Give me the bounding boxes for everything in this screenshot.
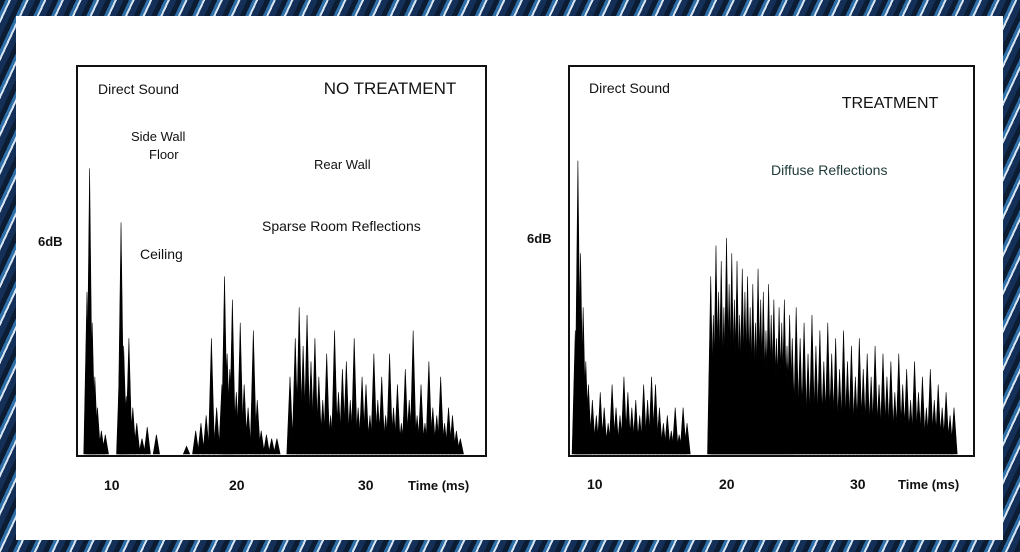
chart-right-ylabel: 6dB bbox=[527, 231, 552, 246]
reflection-spike bbox=[133, 423, 141, 455]
reflection-spike bbox=[895, 353, 903, 455]
chart-right-tick-10: 10 bbox=[587, 476, 603, 492]
reflection-spike bbox=[253, 399, 261, 455]
reflection-spike bbox=[950, 407, 958, 455]
reflection-spike bbox=[236, 322, 244, 455]
annotation-ceiling: Ceiling bbox=[140, 246, 183, 262]
reflection-spike bbox=[887, 361, 895, 455]
annotation-rear-wall: Rear Wall bbox=[314, 157, 371, 172]
reflection-spike bbox=[386, 353, 394, 455]
reflection-spike bbox=[202, 415, 210, 455]
reflection-spike bbox=[125, 338, 133, 455]
reflection-spike bbox=[437, 376, 445, 455]
chart-right-bars bbox=[571, 160, 958, 455]
chart-left-ylabel: 6dB bbox=[38, 234, 63, 249]
reflection-spike bbox=[871, 345, 879, 455]
reflection-spike bbox=[192, 430, 200, 455]
reflection-spike bbox=[362, 384, 370, 455]
reflection-spike bbox=[425, 361, 433, 455]
reflection-spike bbox=[152, 434, 160, 455]
reflection-spike bbox=[249, 330, 257, 455]
reflection-spike bbox=[409, 330, 417, 455]
reflection-spike bbox=[213, 407, 221, 455]
reflection-spike bbox=[197, 423, 205, 455]
reflection-spike bbox=[93, 407, 101, 455]
reflection-spike bbox=[257, 430, 265, 455]
annotation-floor: Floor bbox=[149, 147, 179, 162]
annotation-sparse-room-reflections: Sparse Room Reflections bbox=[262, 218, 421, 234]
reflection-spike bbox=[671, 407, 679, 455]
reflection-spike bbox=[228, 299, 236, 455]
reflection-spike bbox=[129, 407, 137, 455]
reflection-spike bbox=[903, 369, 911, 455]
chart-left-tick-10: 10 bbox=[104, 477, 120, 493]
reflection-spike bbox=[417, 384, 425, 455]
reflection-spike bbox=[452, 430, 460, 455]
reflection-spike bbox=[911, 361, 919, 455]
reflection-spike bbox=[683, 423, 691, 455]
chart-right-tick-20: 20 bbox=[719, 476, 735, 492]
chart-left-bars bbox=[83, 168, 464, 455]
reflection-spike bbox=[240, 384, 248, 455]
chart-left-tick-30: 30 bbox=[358, 477, 374, 493]
annotation-diffuse-reflections: Diffuse Reflections bbox=[771, 162, 887, 178]
annotation-direct-sound-left: Direct Sound bbox=[98, 81, 179, 97]
chart-right: TREATMENT 6dB Time (ms) 10 20 30 Direct … bbox=[527, 65, 975, 492]
chart-right-tick-30: 30 bbox=[850, 476, 866, 492]
reflection-spike bbox=[342, 361, 350, 455]
reflection-spike bbox=[926, 369, 934, 455]
chart-left-title: NO TREATMENT bbox=[324, 79, 457, 98]
reflection-spike bbox=[600, 407, 608, 455]
reflection-spike bbox=[608, 384, 616, 455]
reflection-spike bbox=[393, 384, 401, 455]
reflection-spike bbox=[370, 353, 378, 455]
chart-left-xlabel: Time (ms) bbox=[408, 478, 469, 493]
reflection-spike bbox=[268, 438, 276, 455]
reflection-spike bbox=[323, 353, 331, 455]
reflection-spike bbox=[182, 445, 191, 455]
reflection-spike bbox=[378, 376, 386, 455]
reflection-spike bbox=[942, 392, 950, 455]
reflection-spike bbox=[262, 434, 270, 455]
reflection-spike bbox=[101, 434, 109, 455]
reflection-spike bbox=[286, 376, 294, 455]
reflection-spike bbox=[448, 415, 456, 455]
reflection-spike bbox=[651, 384, 660, 455]
reflection-spike bbox=[679, 407, 687, 455]
reflection-spike bbox=[918, 376, 926, 455]
chart-right-title: TREATMENT bbox=[842, 95, 939, 112]
reflection-spike bbox=[663, 415, 671, 455]
reflection-spike bbox=[401, 369, 409, 455]
reflection-spike bbox=[934, 384, 942, 455]
reflection-spike bbox=[350, 338, 358, 455]
chart-left-tick-20: 20 bbox=[229, 477, 245, 493]
reflection-spike bbox=[138, 438, 146, 455]
chart-left: NO TREATMENT 6dB Time (ms) 10 20 30 Dire… bbox=[38, 65, 487, 493]
reflection-spike bbox=[331, 330, 339, 455]
reflection-spike bbox=[456, 438, 464, 455]
reflection-spike bbox=[207, 338, 215, 455]
chart-left-plot-frame bbox=[76, 65, 487, 457]
annotation-side-wall: Side Wall bbox=[131, 129, 186, 144]
reflection-spike bbox=[273, 438, 281, 455]
reflection-spike bbox=[244, 407, 252, 455]
reflection-spike bbox=[655, 407, 663, 455]
reflection-spike bbox=[311, 338, 319, 455]
reflection-spike bbox=[303, 315, 311, 455]
chart-right-xlabel: Time (ms) bbox=[898, 477, 959, 492]
reflection-spike bbox=[143, 426, 151, 455]
annotation-direct-sound-right: Direct Sound bbox=[589, 80, 670, 96]
